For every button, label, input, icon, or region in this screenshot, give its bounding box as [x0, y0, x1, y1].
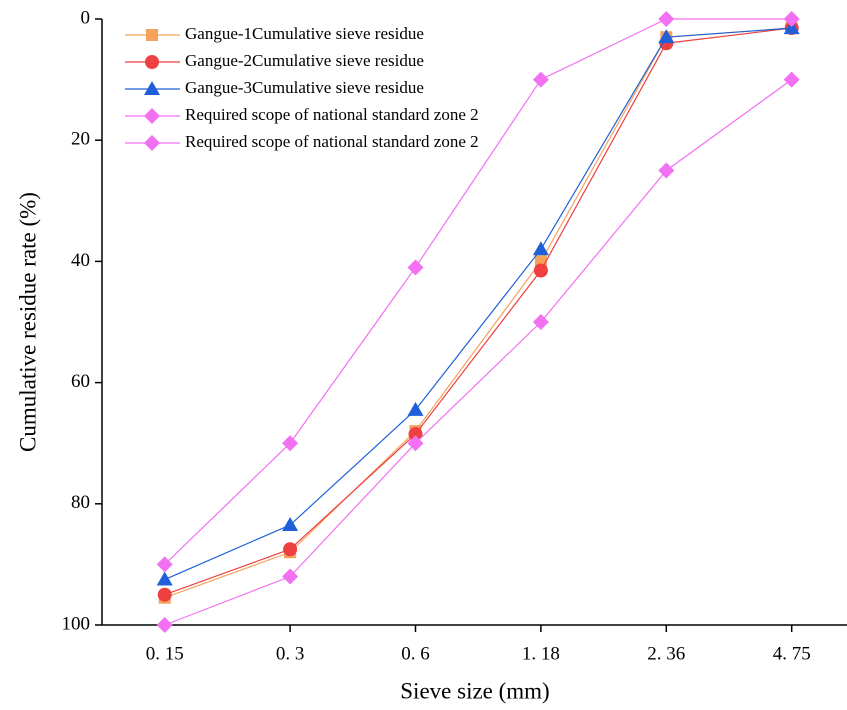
- legend-label: Gangue-2Cumulative sieve residue: [185, 51, 424, 70]
- legend-label: Gangue-3Cumulative sieve residue: [185, 78, 424, 97]
- x-tick-label: 0. 6: [401, 643, 430, 664]
- marker: [156, 617, 173, 633]
- marker: [658, 11, 675, 27]
- y-tick-label: 60: [71, 371, 90, 392]
- marker: [157, 587, 172, 602]
- marker: [783, 11, 800, 27]
- series-line: [164, 18, 792, 565]
- marker: [532, 314, 549, 330]
- x-tick-label: 0. 15: [146, 643, 184, 664]
- series-line: [164, 27, 792, 581]
- legend-marker: [145, 55, 159, 69]
- y-tick-label: 40: [71, 250, 90, 271]
- x-tick-label: 0. 3: [276, 643, 305, 664]
- legend-marker: [146, 29, 158, 41]
- x-tick-label: 1. 18: [522, 643, 560, 664]
- x-tick-label: 4. 75: [773, 643, 811, 664]
- series-line: [164, 27, 792, 596]
- legend-label: Required scope of national standard zone…: [185, 105, 479, 124]
- legend-label: Required scope of national standard zone…: [185, 132, 479, 151]
- legend-label: Gangue-1Cumulative sieve residue: [185, 24, 424, 43]
- marker: [658, 29, 675, 44]
- marker: [407, 259, 424, 276]
- legend-marker: [144, 81, 160, 95]
- marker: [783, 71, 800, 88]
- marker: [658, 162, 675, 179]
- marker: [156, 556, 173, 573]
- y-tick-label: 0: [81, 7, 91, 28]
- marker: [533, 263, 548, 278]
- marker: [282, 517, 299, 532]
- x-tick-label: 2. 36: [647, 643, 685, 664]
- y-tick-label: 20: [71, 129, 90, 150]
- y-tick-label: 100: [62, 613, 91, 634]
- series-line: [164, 79, 793, 626]
- marker: [408, 427, 423, 442]
- marker: [532, 71, 549, 88]
- y-axis-label: Cumulative residue rate (%): [15, 192, 40, 452]
- y-tick-label: 80: [71, 492, 90, 513]
- marker: [282, 568, 299, 585]
- marker: [407, 401, 424, 416]
- legend-marker: [144, 108, 160, 124]
- marker: [282, 435, 299, 452]
- marker: [407, 435, 424, 452]
- marker: [532, 241, 549, 256]
- marker: [156, 571, 173, 586]
- marker: [283, 542, 298, 557]
- marker: [783, 20, 800, 35]
- legend-marker: [144, 135, 160, 151]
- x-axis-label: Sieve size (mm): [400, 678, 549, 703]
